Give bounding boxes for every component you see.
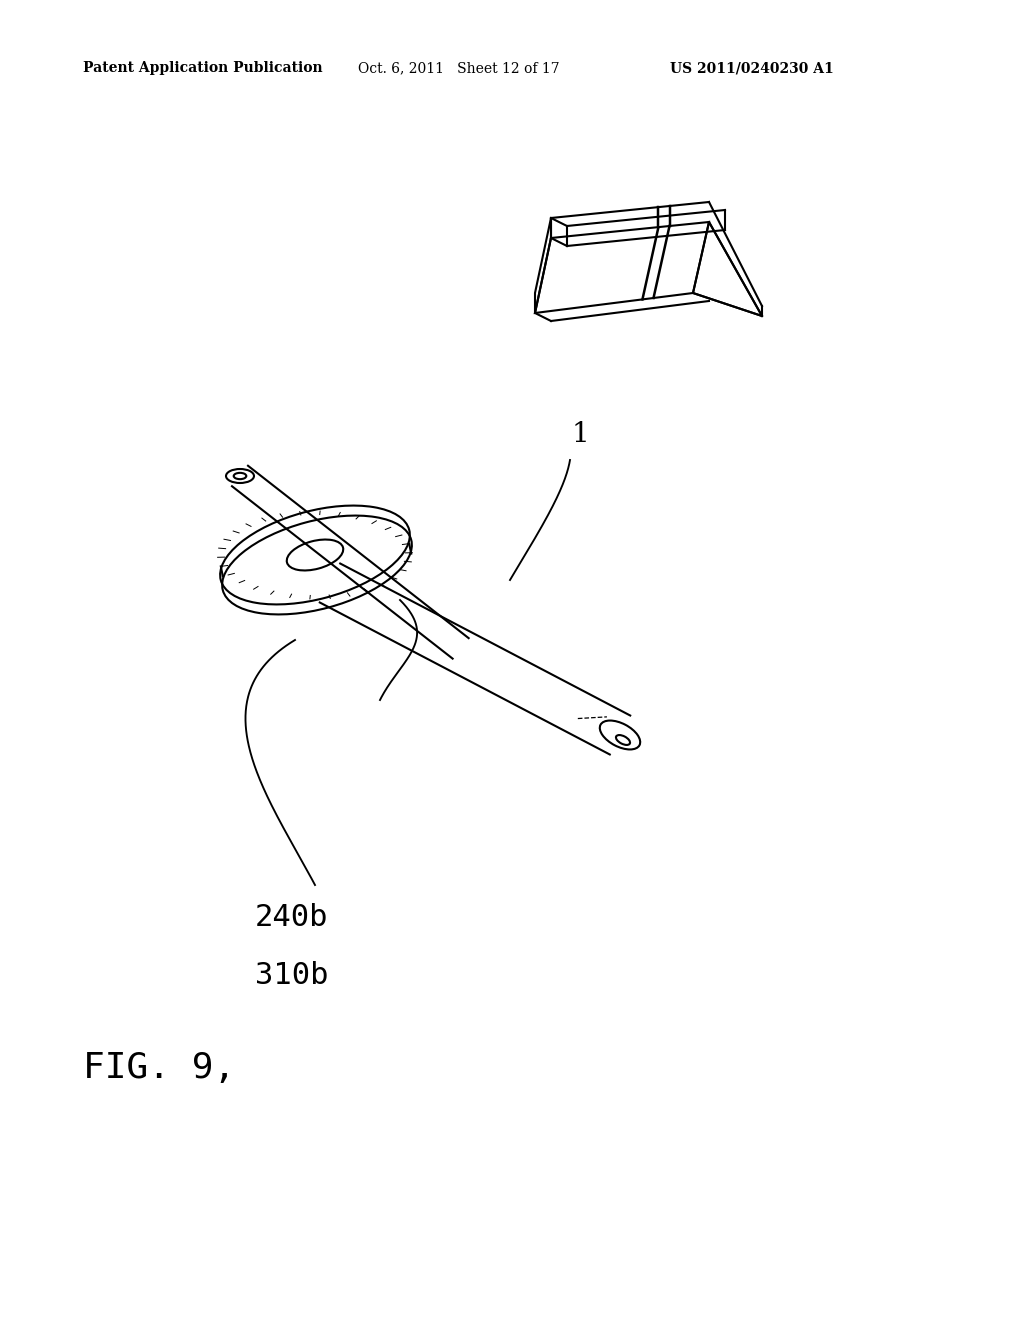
Text: 310b: 310b <box>255 961 329 990</box>
Text: 1: 1 <box>571 421 589 449</box>
Text: FIG. 9,: FIG. 9, <box>83 1051 236 1085</box>
Text: US 2011/0240230 A1: US 2011/0240230 A1 <box>670 61 834 75</box>
Text: 240b: 240b <box>255 903 329 932</box>
Text: Patent Application Publication: Patent Application Publication <box>83 61 323 75</box>
Text: Oct. 6, 2011   Sheet 12 of 17: Oct. 6, 2011 Sheet 12 of 17 <box>358 61 560 75</box>
